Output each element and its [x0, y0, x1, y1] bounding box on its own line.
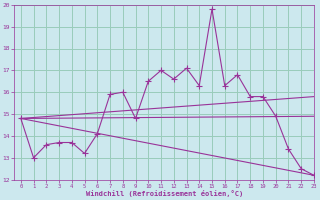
X-axis label: Windchill (Refroidissement éolien,°C): Windchill (Refroidissement éolien,°C) [85, 190, 243, 197]
